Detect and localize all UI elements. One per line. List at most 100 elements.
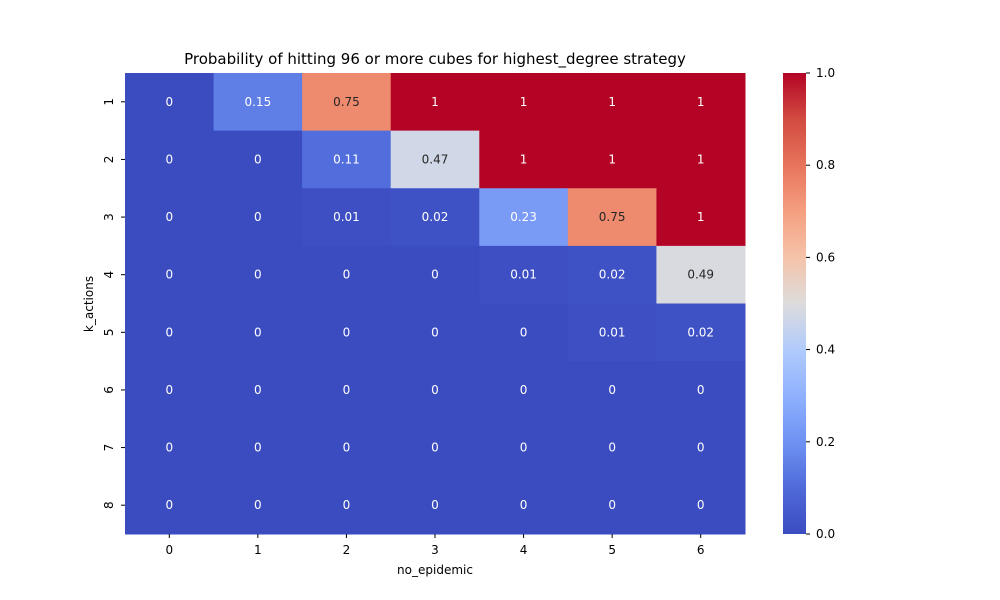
cell-value-label: 0 bbox=[431, 441, 439, 455]
heatmap-cell bbox=[656, 418, 746, 477]
cell-value-label: 0 bbox=[697, 441, 705, 455]
x-tick-label: 3 bbox=[431, 543, 439, 557]
cell-value-label: 1 bbox=[697, 210, 705, 224]
cell-value-label: 0 bbox=[431, 383, 439, 397]
cell-value-label: 0.11 bbox=[333, 152, 360, 166]
cell-value-label: 0 bbox=[165, 498, 173, 512]
heatmap-cell bbox=[213, 476, 303, 535]
heatmap-cell bbox=[479, 418, 569, 477]
x-tick-label: 5 bbox=[608, 543, 616, 557]
heatmap-cell bbox=[567, 418, 657, 477]
heatmap-cell bbox=[567, 361, 657, 420]
heatmap-cell bbox=[656, 361, 746, 420]
heatmap-cell bbox=[390, 245, 480, 304]
heatmap-cell bbox=[125, 73, 215, 132]
cell-value-label: 0 bbox=[165, 383, 173, 397]
cell-value-label: 1 bbox=[520, 95, 528, 109]
cell-value-label: 0 bbox=[254, 268, 262, 282]
x-axis-label: no_epidemic bbox=[397, 563, 473, 577]
heatmap-cell bbox=[302, 476, 392, 535]
cell-value-label: 1 bbox=[431, 95, 439, 109]
heatmap-cell bbox=[390, 476, 480, 535]
heatmap-cell bbox=[567, 476, 657, 535]
cell-value-label: 0.02 bbox=[422, 210, 449, 224]
cell-value-label: 0 bbox=[254, 441, 262, 455]
heatmap-cell bbox=[125, 303, 215, 362]
heatmap-cell bbox=[302, 418, 392, 477]
cell-value-label: 0 bbox=[165, 210, 173, 224]
y-axis-label: k_actions bbox=[82, 276, 96, 332]
cell-value-label: 0.47 bbox=[422, 152, 449, 166]
heatmap-cell bbox=[302, 303, 392, 362]
heatmap-cell bbox=[302, 361, 392, 420]
heatmap-cell bbox=[567, 73, 657, 132]
cell-value-label: 0 bbox=[608, 383, 616, 397]
heatmap-cell bbox=[213, 130, 303, 189]
cell-value-label: 0 bbox=[431, 268, 439, 282]
cell-value-label: 0 bbox=[343, 268, 351, 282]
heatmap-cell bbox=[567, 130, 657, 189]
colorbar-tick-label: 0.8 bbox=[816, 158, 835, 172]
cell-value-label: 0 bbox=[343, 325, 351, 339]
heatmap-cell bbox=[479, 130, 569, 189]
heatmap-cell bbox=[125, 245, 215, 304]
cell-value-label: 0 bbox=[343, 498, 351, 512]
x-tick-label: 6 bbox=[697, 543, 705, 557]
cell-value-label: 0 bbox=[165, 95, 173, 109]
x-tick-label: 1 bbox=[254, 543, 262, 557]
colorbar-tick-label: 0.2 bbox=[816, 435, 835, 449]
y-tick-label: 7 bbox=[102, 444, 116, 452]
heatmap-cell bbox=[390, 188, 480, 247]
heatmap-cell bbox=[213, 361, 303, 420]
cell-value-label: 0.75 bbox=[333, 95, 360, 109]
cell-value-label: 0 bbox=[254, 325, 262, 339]
heatmap-cell bbox=[302, 73, 392, 132]
heatmap-cell bbox=[125, 418, 215, 477]
cell-value-label: 0 bbox=[254, 210, 262, 224]
y-tick-label: 5 bbox=[102, 328, 116, 336]
heatmap-cell bbox=[125, 188, 215, 247]
heatmap-cell bbox=[479, 245, 569, 304]
cell-value-label: 0 bbox=[254, 498, 262, 512]
y-tick-label: 1 bbox=[102, 98, 116, 106]
cell-value-label: 0 bbox=[697, 498, 705, 512]
chart-title: Probability of hitting 96 or more cubes … bbox=[184, 50, 686, 69]
heatmap-cell bbox=[213, 73, 303, 132]
heatmap-cell bbox=[479, 73, 569, 132]
y-tick-label: 2 bbox=[102, 156, 116, 164]
cell-value-label: 0 bbox=[165, 152, 173, 166]
y-axis: 1 2 3 4 5 6 7 8 bbox=[102, 98, 125, 509]
heatmap-cell bbox=[302, 188, 392, 247]
cell-value-label: 0 bbox=[343, 441, 351, 455]
y-tick-label: 8 bbox=[102, 501, 116, 509]
cell-value-label: 1 bbox=[608, 95, 616, 109]
cell-value-label: 0.15 bbox=[244, 95, 271, 109]
cell-value-label: 0 bbox=[520, 383, 528, 397]
colorbar bbox=[783, 73, 806, 534]
heatmap-cell bbox=[213, 188, 303, 247]
heatmap-cell bbox=[390, 361, 480, 420]
x-axis: 0 1 2 3 4 5 6 bbox=[165, 534, 705, 557]
cell-value-label: 0.01 bbox=[599, 325, 626, 339]
heatmap-cell bbox=[656, 303, 746, 362]
heatmap-cell bbox=[479, 476, 569, 535]
heatmap-cell bbox=[479, 188, 569, 247]
y-tick-label: 6 bbox=[102, 386, 116, 394]
heatmap-cell bbox=[567, 303, 657, 362]
heatmap-cell bbox=[390, 73, 480, 132]
heatmap-cell bbox=[390, 130, 480, 189]
heatmap-cell bbox=[213, 303, 303, 362]
heatmap-cell bbox=[656, 73, 746, 132]
cell-value-label: 1 bbox=[608, 152, 616, 166]
heatmap-cell bbox=[213, 418, 303, 477]
heatmap-cells: 0 0.15 0.75 1 1 1 1 0 0 0.11 0.47 1 1 1 0 0 0.01 0.02 0.23… bbox=[125, 73, 746, 535]
colorbar-ticks: 0.0 0.2 0.4 0.6 0.8 1.0 bbox=[806, 66, 835, 541]
x-tick-label: 2 bbox=[343, 543, 351, 557]
cell-value-label: 0.01 bbox=[333, 210, 360, 224]
cell-value-label: 0 bbox=[165, 441, 173, 455]
y-tick-label: 3 bbox=[102, 213, 116, 221]
cell-value-label: 0.23 bbox=[510, 210, 537, 224]
colorbar-tick-label: 0.0 bbox=[816, 527, 835, 541]
cell-value-label: 0.01 bbox=[510, 268, 537, 282]
